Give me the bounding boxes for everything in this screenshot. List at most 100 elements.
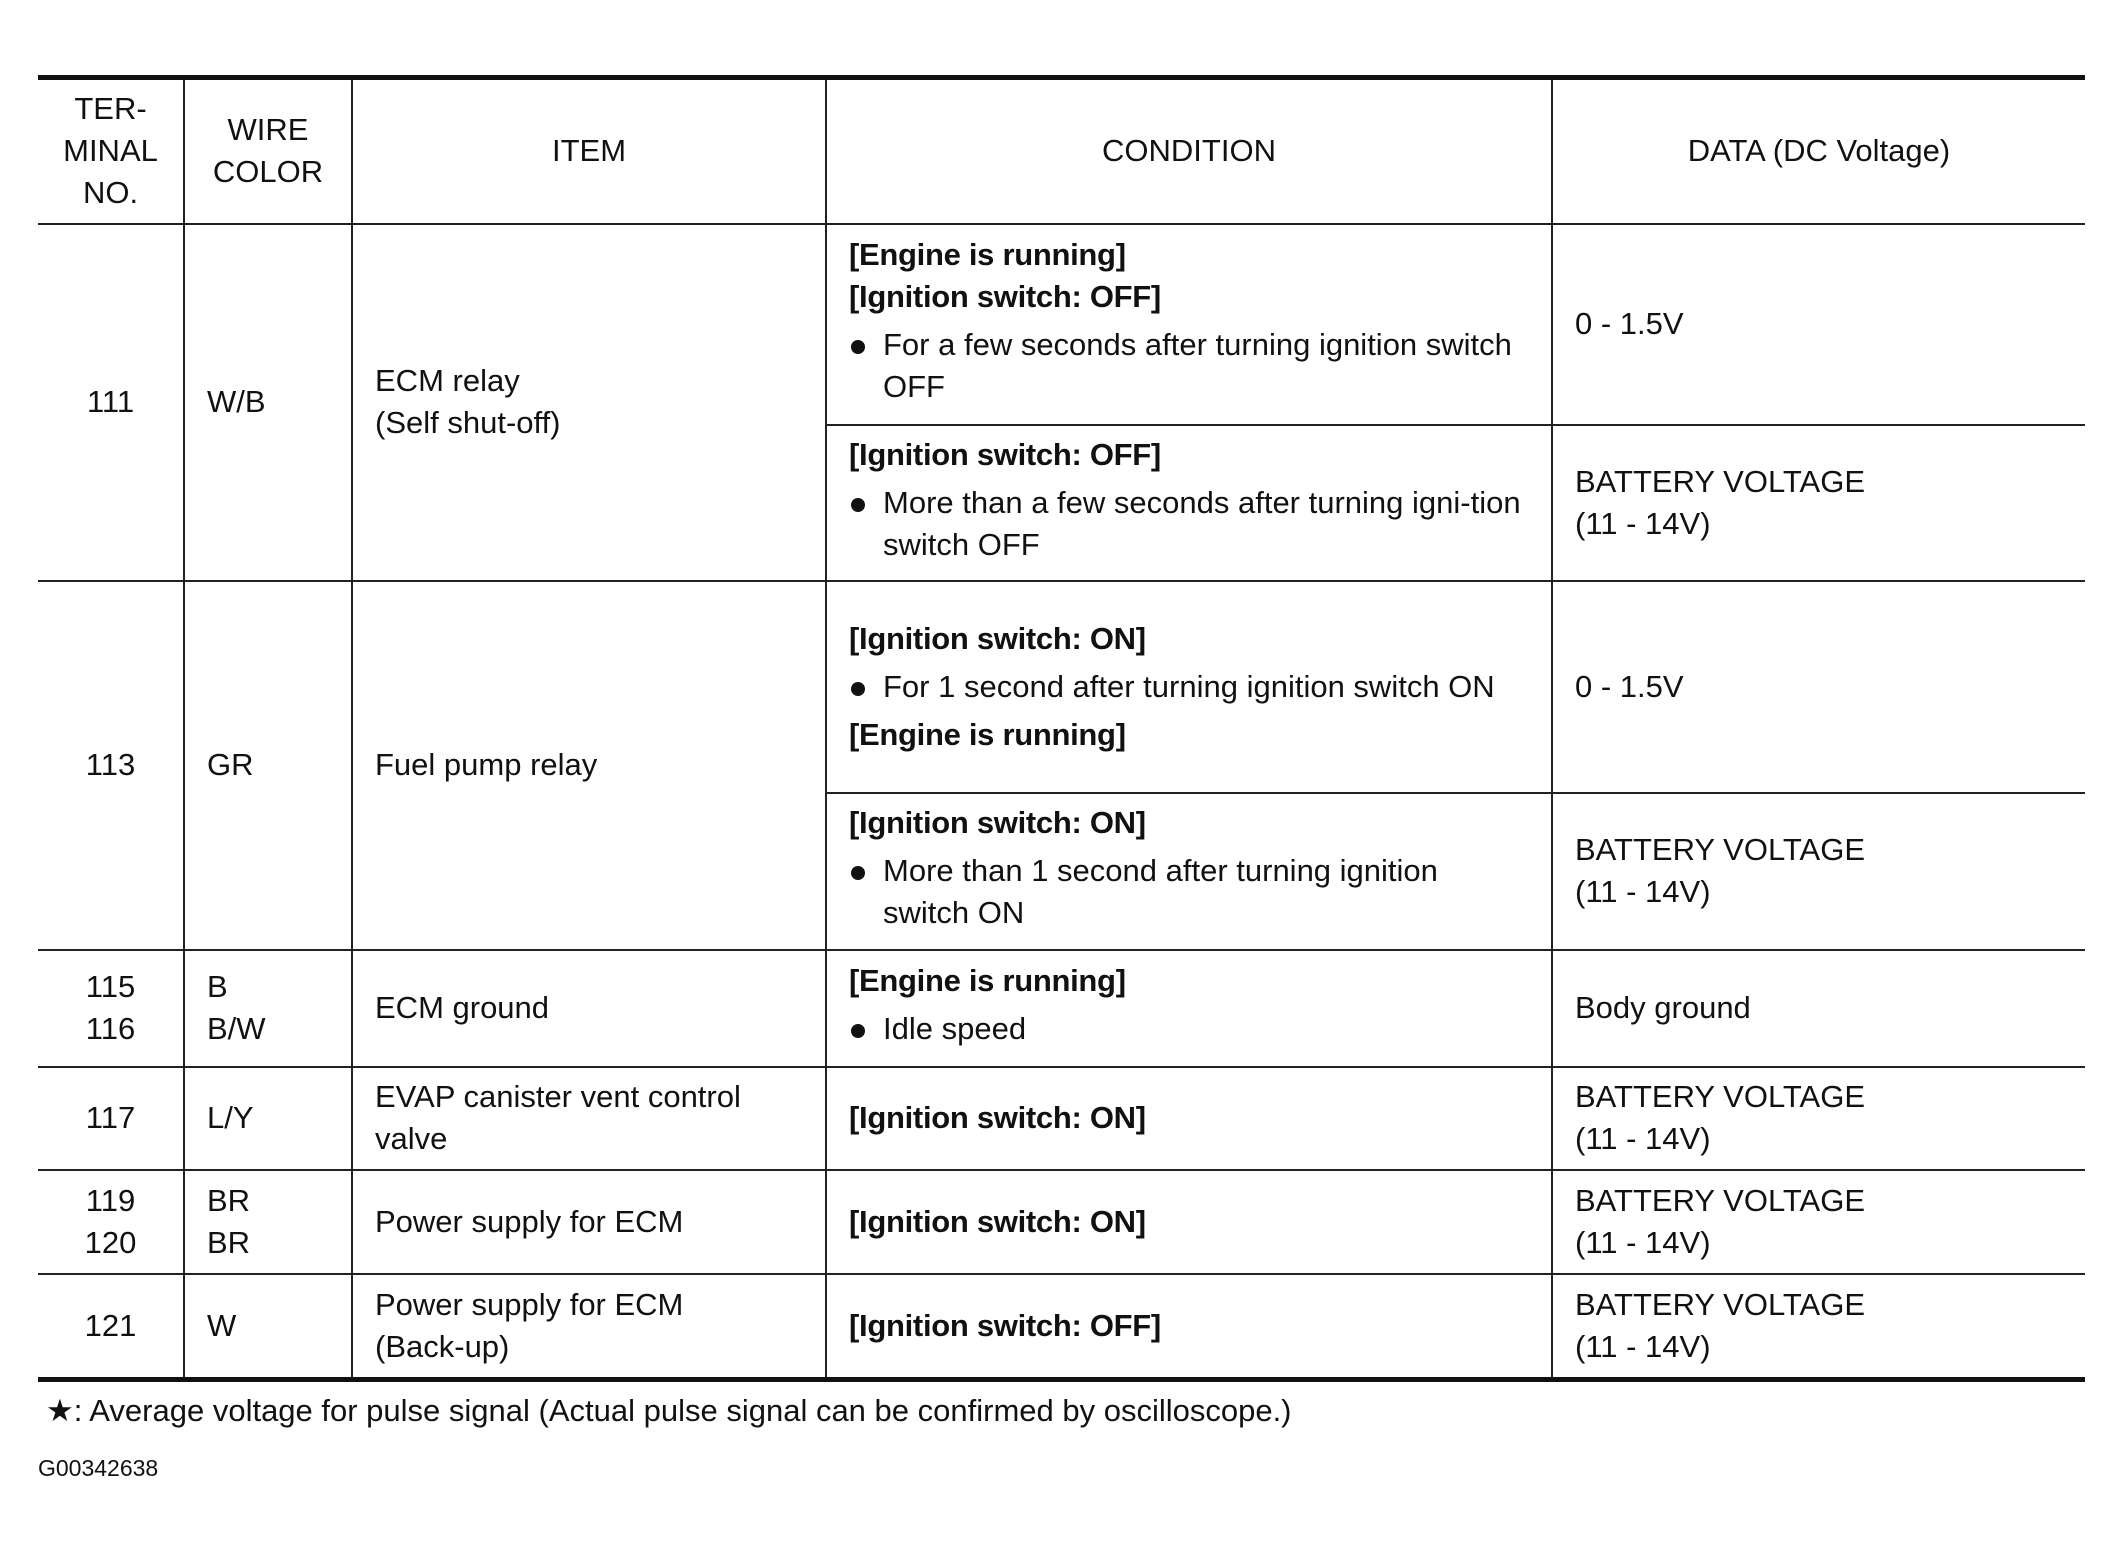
condition-heading: [Engine is running]: [849, 716, 1126, 752]
condition: [Ignition switch: ON] More than 1 second …: [826, 791, 1553, 951]
condition-heading: [Ignition switch: ON]: [849, 1100, 1146, 1135]
wire-color: B B/W: [183, 948, 353, 1068]
item: Power supply for ECM: [351, 1168, 827, 1275]
condition-heading: [Ignition switch: ON]: [849, 805, 1146, 840]
wire-color: W: [183, 1272, 353, 1381]
dc-voltage: Body ground: [1551, 948, 2085, 1068]
condition-heading: [Engine is running]: [849, 237, 1126, 272]
terminal-no: 117: [38, 1065, 185, 1171]
dc-voltage-line: BATTERY VOLTAGE: [1575, 1286, 1865, 1322]
dc-voltage-line: (11 - 14V): [1575, 1224, 1711, 1260]
dc-voltage-line: (11 - 14V): [1575, 1328, 1711, 1364]
dc-voltage: BATTERY VOLTAGE (11 - 14V): [1551, 1168, 2085, 1275]
item: ECM ground: [351, 948, 827, 1068]
terminal-no-line: 121: [84, 1307, 137, 1343]
wire-color: L/Y: [183, 1065, 353, 1171]
condition: [Engine is running] [Ignition switch: OFF…: [825, 222, 1553, 426]
table-row: 117 L/Y EVAP canister vent control valve [I…: [38, 1065, 2085, 1171]
wire-color: GR: [183, 579, 353, 951]
figure-code: G00342638: [38, 1455, 159, 1481]
condition: [Ignition switch: ON]: [825, 1065, 1553, 1171]
wire-color-line: BR: [207, 1182, 251, 1218]
terminal-no: 121: [38, 1272, 185, 1381]
condition-heading: [Engine is running]: [849, 963, 1126, 998]
table-row: [Ignition switch: OFF] More than a few se…: [38, 423, 2085, 582]
dc-voltage-line: (11 - 14V): [1575, 874, 1711, 909]
wire-color-line: GR: [207, 747, 254, 782]
item-line: Power supply for ECM: [375, 1203, 684, 1239]
item: Fuel pump relay: [351, 579, 827, 951]
item: Power supply for ECM (Back-up): [351, 1272, 827, 1381]
condition-heading: [Ignition switch: OFF]: [849, 279, 1161, 314]
dc-voltage: BATTERY VOLTAGE (11 - 14V): [1551, 1272, 2085, 1381]
item-line: EVAP canister vent control valve: [375, 1079, 741, 1156]
dc-voltage-line: Body ground: [1575, 990, 1751, 1025]
terminal-no: 111: [38, 222, 185, 582]
footnote: ★: Average voltage for pulse signal (Act…: [46, 1393, 1292, 1428]
table-row: 111 W/B ECM relay (Self shut-off) [Engine is…: [38, 222, 2085, 582]
condition-bullet: Idle speed: [849, 1008, 1529, 1050]
wire-color-line: W/B: [207, 384, 266, 419]
condition: [Engine is running] Idle speed: [825, 948, 1553, 1068]
terminal-no-line: 113: [85, 747, 136, 782]
terminal-no-line: 115: [85, 969, 136, 1004]
wire-color-line: BR: [207, 1224, 251, 1260]
header-data: DATA (DC Voltage): [1551, 76, 2085, 225]
dc-voltage-line: BATTERY VOLTAGE: [1575, 1182, 1865, 1218]
terminal-no-line: 117: [85, 1100, 136, 1135]
dc-voltage: BATTERY VOLTAGE (11 - 14V): [1551, 791, 2085, 951]
dc-voltage: BATTERY VOLTAGE (11 - 14V): [1551, 1065, 2085, 1171]
condition: [Ignition switch: ON] For 1 second after …: [825, 579, 1553, 794]
table-row: [Ignition switch: ON] More than 1 second …: [38, 791, 2085, 951]
item: ECM relay (Self shut-off): [351, 222, 827, 582]
item-line: (Self shut-off): [375, 405, 561, 440]
header-condition: CONDITION: [825, 76, 1553, 225]
terminal-no: 115 116: [38, 948, 185, 1068]
header-wire-color: WIRE COLOR: [183, 76, 353, 225]
condition-bullet: For a few seconds after turning ignition…: [849, 324, 1529, 408]
item: EVAP canister vent control valve: [351, 1065, 827, 1171]
table-row: 121 W Power supply for ECM (Back-up) [Igniti…: [38, 1272, 2085, 1381]
dc-voltage-line: BATTERY VOLTAGE: [1575, 463, 1865, 499]
ecm-terminal-table: TER- MINAL NO. WIRE COLOR ITEM CONDITION DAT…: [38, 75, 2085, 1382]
dc-voltage-line: (11 - 14V): [1575, 1121, 1711, 1156]
item-line: Power supply for ECM: [375, 1286, 684, 1322]
wire-color-line: W: [207, 1307, 237, 1343]
condition-heading: [Ignition switch: ON]: [849, 620, 1146, 656]
dc-voltage: BATTERY VOLTAGE (11 - 14V): [1551, 423, 2085, 582]
condition: [Ignition switch: ON]: [825, 1168, 1553, 1275]
wire-color-line: B/W: [207, 1011, 266, 1046]
condition-bullet: More than a few seconds after turning ig…: [849, 482, 1529, 566]
terminal-no-line: 116: [85, 1011, 136, 1046]
item-line: ECM ground: [375, 990, 550, 1025]
condition: [Ignition switch: OFF] More than a few se…: [826, 423, 1553, 582]
wire-color: BR BR: [183, 1168, 353, 1275]
item-line: Fuel pump relay: [375, 747, 598, 782]
terminal-no: 113: [38, 579, 185, 951]
header-row: TER- MINAL NO. WIRE COLOR ITEM CONDITION DAT…: [38, 76, 2085, 225]
wire-color-line: B: [207, 969, 228, 1004]
terminal-no-line: 120: [84, 1224, 137, 1260]
header-terminal-no: TER- MINAL NO.: [38, 76, 185, 225]
condition: [Ignition switch: OFF]: [825, 1272, 1553, 1381]
table-row: 119 120 BR BR Power supply for ECM [Ignition …: [38, 1168, 2085, 1275]
wire-color: W/B: [183, 222, 353, 582]
dc-voltage-line: BATTERY VOLTAGE: [1575, 1079, 1865, 1114]
table-row: 113 GR Fuel pump relay [Ignition switch: ON…: [38, 579, 2085, 951]
dc-voltage-line: 0 - 1.5V: [1575, 668, 1684, 704]
condition-heading: [Ignition switch: ON]: [849, 1203, 1146, 1239]
condition-heading: [Ignition switch: OFF]: [849, 1307, 1161, 1343]
dc-voltage: 0 - 1.5V: [1551, 222, 2085, 426]
header-item: ITEM: [351, 76, 827, 225]
item-line: (Back-up): [375, 1328, 510, 1364]
dc-voltage-line: (11 - 14V): [1575, 505, 1711, 541]
dc-voltage: 0 - 1.5V: [1551, 579, 2085, 794]
terminal-no-line: 119: [85, 1182, 136, 1218]
item-line: ECM relay: [375, 363, 520, 398]
dc-voltage-line: 0 - 1.5V: [1575, 306, 1684, 341]
terminal-no: 119 120: [38, 1168, 185, 1275]
condition-bullet: More than 1 second after turning ignitio…: [849, 850, 1529, 934]
dc-voltage-line: BATTERY VOLTAGE: [1575, 832, 1865, 867]
wire-color-line: L/Y: [207, 1100, 254, 1135]
terminal-no-line: 111: [86, 384, 135, 419]
